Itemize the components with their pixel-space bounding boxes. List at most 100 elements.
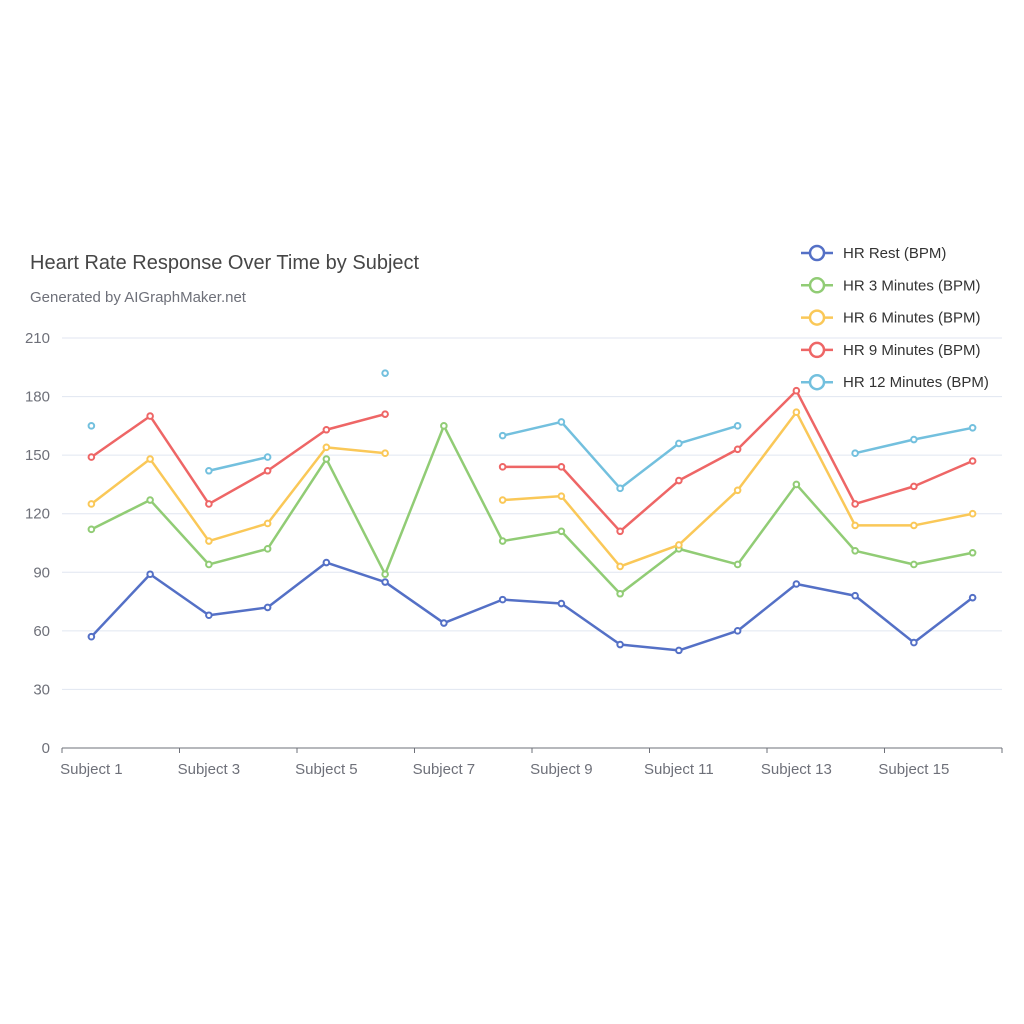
grid-lines <box>62 337 1002 690</box>
data-point <box>792 386 801 395</box>
y-tick-label: 210 <box>25 330 50 347</box>
data-point <box>146 455 154 463</box>
data-point <box>968 509 977 518</box>
data-point <box>87 422 96 430</box>
data-point <box>205 560 213 569</box>
data-point <box>733 560 742 569</box>
x-tick-label: Subject 3 <box>178 761 241 778</box>
legend-marker <box>808 373 826 391</box>
data-point <box>675 439 683 448</box>
data-point <box>968 424 977 432</box>
chart-subtitle: Generated by AIGraphMaker.net <box>30 289 246 306</box>
data-point <box>498 431 507 440</box>
data-point <box>87 632 96 641</box>
data-point <box>381 410 389 418</box>
data-point <box>381 449 389 457</box>
data-point <box>205 466 213 475</box>
data-point <box>322 558 331 567</box>
y-tick-label: 0 <box>42 740 50 757</box>
data-point <box>263 545 272 553</box>
data-point <box>205 500 213 508</box>
data-point <box>616 484 624 493</box>
data-point <box>616 589 624 598</box>
legend-marker <box>808 244 826 262</box>
data-point <box>910 560 918 569</box>
data-point <box>205 537 213 545</box>
data-point <box>498 463 507 471</box>
data-point <box>263 466 272 475</box>
series-line <box>90 446 387 543</box>
data-point <box>557 599 566 608</box>
x-tick-label: Subject 7 <box>413 761 476 778</box>
data-point <box>322 443 331 452</box>
data-point <box>851 449 859 457</box>
series-line <box>90 424 974 596</box>
data-point <box>87 525 96 534</box>
legend: HR Rest (BPM) HR 3 Minutes (BPM) HR 6 Minu… <box>801 244 989 391</box>
data-point <box>968 593 977 602</box>
data-point <box>733 627 742 635</box>
data-point <box>675 541 683 549</box>
data-point <box>910 638 918 647</box>
legend-item[interactable]: HR 12 Minutes (BPM) <box>801 373 989 391</box>
data-point <box>205 611 213 620</box>
data-point <box>381 570 389 579</box>
data-point <box>675 646 683 655</box>
series-layer <box>87 369 977 655</box>
y-axis-labels: 0 30 60 90 120 150 180 210 <box>25 330 50 757</box>
data-point <box>146 496 154 504</box>
data-point <box>968 548 977 557</box>
legend-item[interactable]: HR 6 Minutes (BPM) <box>801 309 981 327</box>
legend-item[interactable]: HR 9 Minutes (BPM) <box>801 341 981 359</box>
x-tick-label: Subject 1 <box>60 761 123 778</box>
legend-label: HR 3 Minutes (BPM) <box>843 277 981 294</box>
data-point <box>557 492 566 500</box>
data-point <box>792 408 801 416</box>
chart-title: Heart Rate Response Over Time by Subject <box>30 252 420 274</box>
data-point <box>910 482 918 491</box>
data-point <box>616 527 624 536</box>
legend-marker <box>808 277 826 294</box>
legend-label: HR 6 Minutes (BPM) <box>843 310 981 327</box>
series-line <box>90 561 974 652</box>
legend-label: HR 9 Minutes (BPM) <box>843 342 981 359</box>
x-tick-label: Subject 9 <box>530 761 593 778</box>
data-point <box>910 435 918 444</box>
data-point <box>851 591 859 600</box>
y-tick-label: 60 <box>33 623 50 640</box>
series-line <box>90 412 387 506</box>
data-point <box>263 453 272 461</box>
legend-label: HR 12 Minutes (BPM) <box>843 374 989 391</box>
data-point <box>146 412 154 420</box>
x-tick-label: Subject 5 <box>295 761 358 778</box>
y-tick-label: 120 <box>25 506 50 523</box>
data-point <box>792 480 801 489</box>
data-point <box>557 418 566 426</box>
x-tick-label: Subject 11 <box>644 761 714 778</box>
data-point <box>733 422 742 430</box>
data-point <box>557 463 566 471</box>
legend-item[interactable]: HR 3 Minutes (BPM) <box>801 277 981 294</box>
series-line <box>207 455 269 473</box>
data-point <box>733 445 742 454</box>
data-point <box>87 453 96 461</box>
series-5 <box>87 369 977 493</box>
data-point <box>851 547 859 555</box>
data-point <box>498 595 507 604</box>
x-tick-label: Subject 13 <box>761 761 832 778</box>
series-3 <box>87 408 977 571</box>
data-point <box>616 640 624 649</box>
y-tick-label: 30 <box>33 681 50 698</box>
data-point <box>498 537 507 545</box>
data-point <box>87 500 96 508</box>
series-1 <box>87 558 977 655</box>
legend-marker <box>808 341 826 359</box>
y-tick-label: 90 <box>33 564 50 581</box>
data-point <box>557 527 566 536</box>
data-point <box>792 580 801 588</box>
data-point <box>968 457 977 465</box>
legend-item[interactable]: HR Rest (BPM) <box>801 244 946 262</box>
data-point <box>381 369 389 377</box>
y-tick-label: 150 <box>25 447 50 464</box>
